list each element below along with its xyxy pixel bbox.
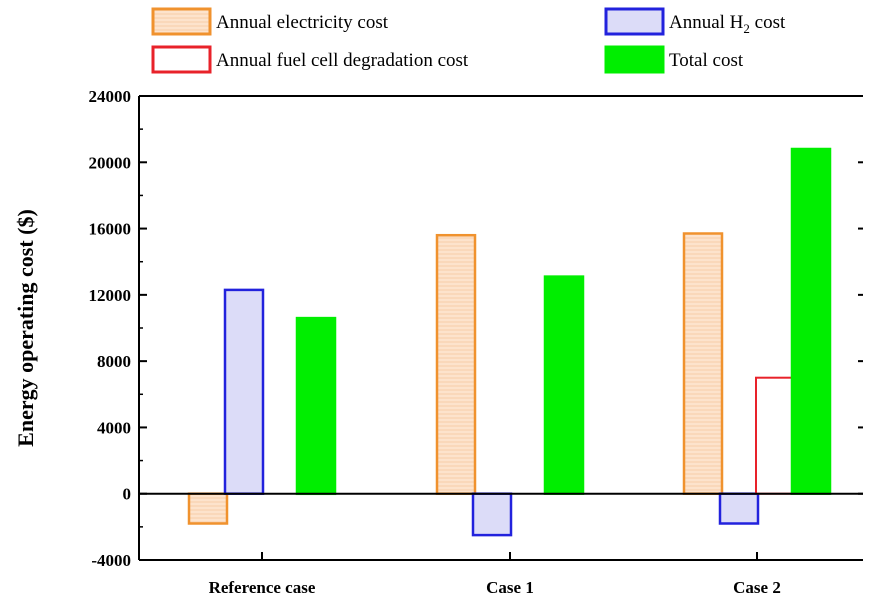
legend-item-total-cost: Total cost: [604, 45, 744, 74]
bar-total-cost-case-2: [790, 147, 832, 495]
y-tick-label: 20000: [89, 153, 132, 172]
legend-swatch-annual-electricity-cost: [151, 7, 212, 36]
bars: [187, 147, 832, 537]
y-axis-title: Energy operating cost ($): [13, 209, 38, 447]
legend-item-annual-electricity-cost: Annual electricity cost: [151, 7, 389, 36]
legend-label-annual-fuel-cell-degradation-cost: Annual fuel cell degradation cost: [216, 50, 469, 71]
y-tick-label: 16000: [89, 220, 132, 239]
x-tick-label-case-1: Case 1: [486, 578, 534, 597]
legend-label-total-cost: Total cost: [669, 50, 744, 71]
bar-annual-electricity-cost-case-1: [435, 233, 477, 495]
y-tick-label: 0: [123, 485, 132, 504]
bar-annual-electricity-cost-reference-case: [187, 492, 229, 525]
bar-total-cost-case-1: [543, 275, 585, 495]
bar-total-cost-reference-case: [295, 316, 337, 496]
bar-annual-fuel-cell-degradation-cost-case-2: [755, 376, 795, 495]
legend-swatch-total-cost: [604, 45, 665, 74]
x-tick-label-case-2: Case 2: [733, 578, 781, 597]
y-tick-label: 8000: [97, 352, 131, 371]
legend-swatch-annual-h2-cost: [604, 7, 665, 36]
axes: [138, 95, 863, 561]
legend: Annual electricity cost Annual H2 cost A…: [151, 7, 786, 74]
y-tick-label: -4000: [91, 551, 131, 570]
bar-annual-h2-cost-reference-case: [223, 288, 265, 495]
legend-item-annual-h2-cost: Annual H2 cost: [604, 7, 786, 36]
x-ticks: Reference case Case 1 Case 2: [209, 552, 781, 597]
y-tick-label: 24000: [89, 87, 132, 106]
legend-swatch-annual-fuel-cell-degradation-cost: [151, 45, 212, 74]
legend-item-annual-fuel-cell-degradation-cost: Annual fuel cell degradation cost: [151, 45, 469, 74]
y-tick-label: 4000: [97, 418, 131, 437]
legend-label-annual-electricity-cost: Annual electricity cost: [216, 12, 389, 33]
bar-annual-electricity-cost-case-2: [682, 232, 724, 495]
bar-annual-h2-cost-case-1: [471, 492, 513, 537]
bar-annual-h2-cost-case-2: [718, 492, 760, 525]
x-tick-label-reference-case: Reference case: [209, 578, 316, 597]
y-tick-label: 12000: [89, 286, 132, 305]
legend-label-annual-h2-cost: Annual H2 cost: [669, 12, 786, 36]
y-ticks: -4000 0 4000 8000 12000 16000 20000 24000: [89, 87, 863, 570]
